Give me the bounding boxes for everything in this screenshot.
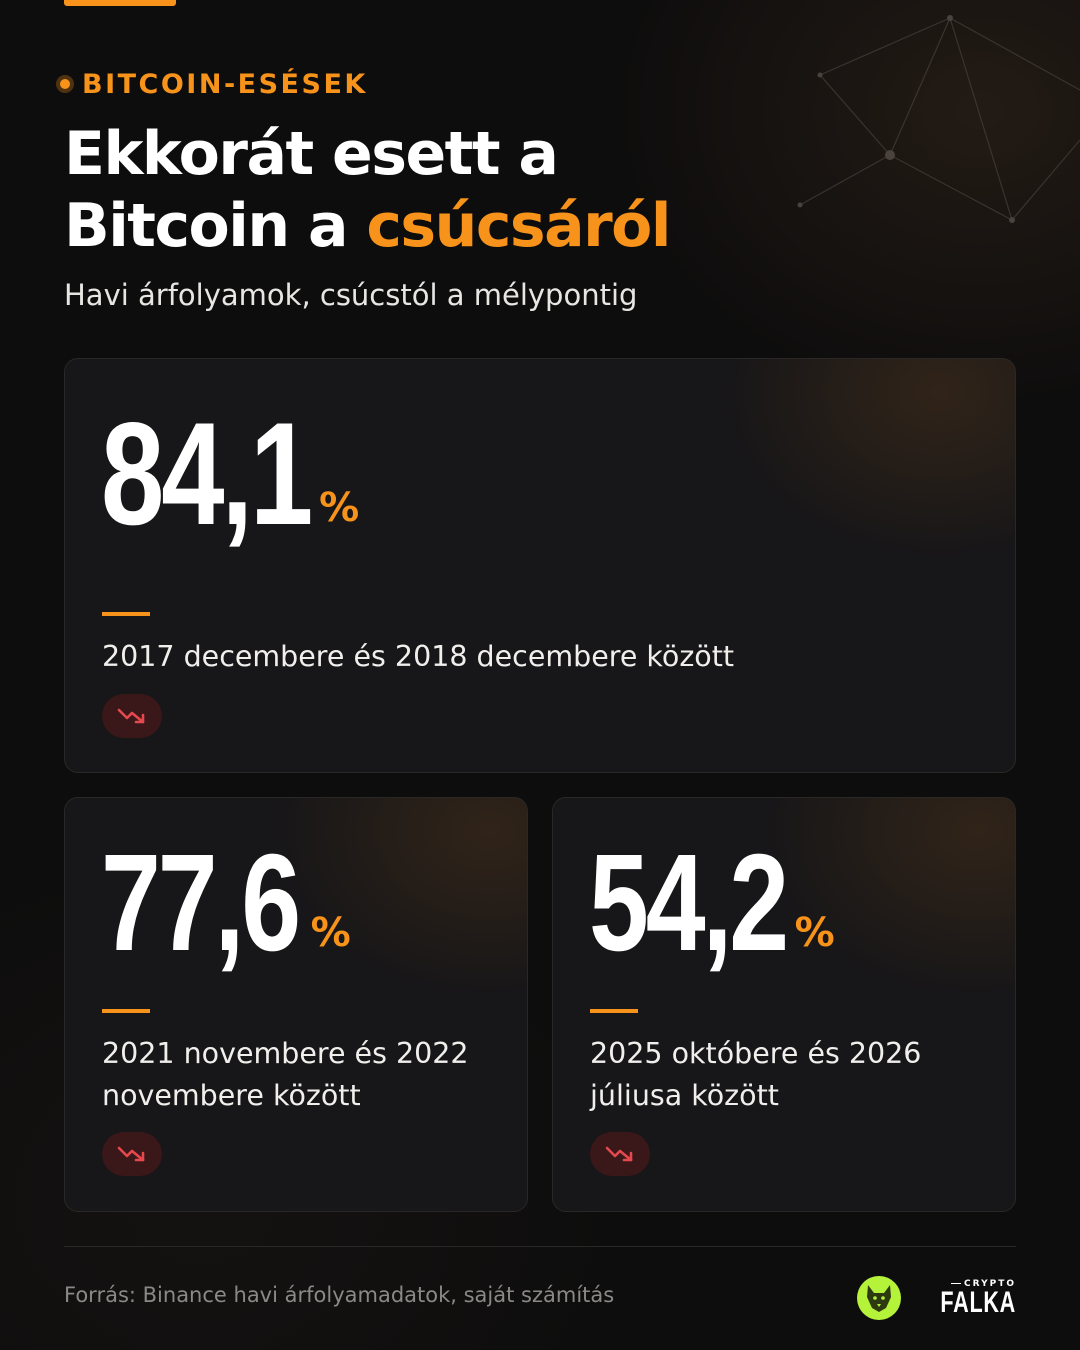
accent-divider xyxy=(102,1009,150,1013)
wolf-logo-icon xyxy=(857,1276,901,1320)
accent-divider xyxy=(590,1009,638,1013)
brand-name: FALKA xyxy=(940,1286,1016,1319)
drop-stat: 77,6 % xyxy=(101,834,351,972)
footer-divider xyxy=(64,1246,1016,1247)
wolf-head-icon xyxy=(867,1285,891,1312)
trend-badge xyxy=(102,1132,162,1176)
drop-period: 2017 decembere és 2018 decembere között xyxy=(102,640,735,673)
brand-small-label: CRYPTO xyxy=(951,1279,1016,1289)
drop-unit: % xyxy=(319,485,360,531)
title-line-2: Bitcoin a xyxy=(64,191,367,261)
bullet-dot-icon xyxy=(60,79,70,89)
network-decoration xyxy=(797,15,1080,223)
drop-unit: % xyxy=(794,910,835,956)
drop-value: 77,6 xyxy=(101,826,301,980)
drop-card-3: 54,2 % 2025 októbere és 2026 júliusa köz… xyxy=(552,797,1016,1212)
trending-down-icon xyxy=(605,1146,633,1162)
title-accent: csúcsáról xyxy=(366,191,671,261)
source-note: Forrás: Binance havi árfolyamadatok, saj… xyxy=(64,1283,615,1307)
drop-card-1: 84,1 % 2017 decembere és 2018 decembere … xyxy=(64,358,1016,773)
page-title: Ekkorát esett a Bitcoin a csúcsáról xyxy=(64,118,964,262)
trend-badge xyxy=(102,694,162,738)
brand-wordmark: CRYPTO FALKA xyxy=(911,1279,1016,1319)
trending-down-icon xyxy=(117,1146,145,1162)
drop-unit: % xyxy=(310,910,351,956)
accent-divider xyxy=(102,612,150,616)
drop-stat: 54,2 % xyxy=(589,834,835,972)
trending-down-icon xyxy=(117,708,145,724)
drop-value: 84,1 xyxy=(101,392,313,555)
drop-value: 54,2 xyxy=(589,826,789,980)
eyebrow-label: BITCOIN-ESÉSEK xyxy=(82,68,368,100)
eyebrow: BITCOIN-ESÉSEK xyxy=(60,66,368,102)
drop-stat: 84,1 % xyxy=(101,401,359,547)
top-accent-bar xyxy=(64,0,176,6)
brand-logo: CRYPTO FALKA xyxy=(857,1276,1016,1320)
trend-badge xyxy=(590,1132,650,1176)
title-line-1: Ekkorát esett a xyxy=(64,119,559,189)
drop-period: 2025 októbere és 2026 júliusa között xyxy=(590,1037,922,1112)
drop-period: 2021 novembere és 2022 novembere között xyxy=(102,1037,469,1112)
drop-card-2: 77,6 % 2021 novembere és 2022 novembere … xyxy=(64,797,528,1212)
subtitle: Havi árfolyamok, csúcstól a mélypontig xyxy=(64,278,638,312)
